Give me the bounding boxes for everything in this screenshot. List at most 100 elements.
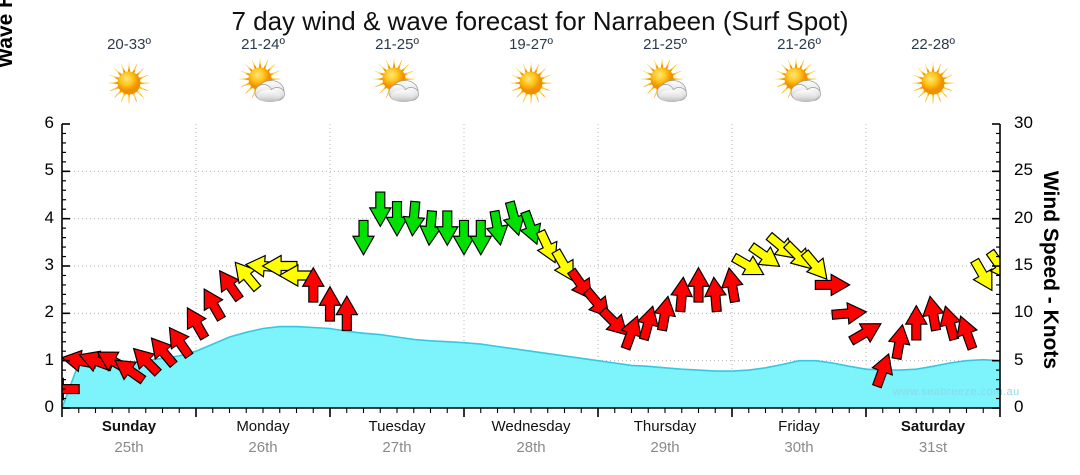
sun-cloud-icon [595, 57, 735, 109]
wind-arrow [782, 240, 812, 270]
day-date: 30th [784, 439, 814, 456]
wind-arrow [186, 306, 210, 341]
day-label-friday: Friday 30th [729, 418, 869, 456]
wind-arrow [985, 248, 1000, 282]
sun-cloud-icon [729, 57, 869, 109]
sun-icon [59, 57, 199, 109]
wind-arrow [800, 249, 828, 281]
day-temperature: 21-26º [777, 36, 821, 53]
day-date: 28th [516, 439, 546, 456]
wind-arrow [720, 266, 744, 304]
day-date: 31st [918, 439, 948, 456]
day-name: Friday [778, 418, 820, 435]
sun-icon [461, 57, 601, 109]
day-label-thursday: Thursday 29th [595, 418, 735, 456]
wave-tick-1: 1 [44, 349, 54, 369]
day-temperature: 19-27º [509, 36, 553, 53]
wind-arrow [318, 285, 342, 322]
wind-arrow [730, 252, 765, 276]
wind-arrow [368, 191, 392, 228]
day-temperature: 20-33º [107, 36, 151, 53]
day-name: Tuesday [368, 418, 426, 435]
day-name: Sunday [101, 418, 157, 435]
day-label-monday: Monday 26th [193, 418, 333, 456]
wind-arrow [636, 305, 659, 342]
sun-cloud-icon [327, 57, 467, 109]
wind-arrow [535, 228, 558, 264]
wind-arrow [582, 287, 610, 318]
wind-arrow [113, 359, 147, 385]
wind-arrow [335, 294, 359, 332]
wind-arrow [469, 219, 493, 256]
right-axis-title: Wind Speed - Knots [1039, 170, 1062, 370]
wind-arrow [132, 347, 162, 377]
day-header-monday: 21-24º [193, 36, 333, 109]
wave-tick-6: 6 [44, 113, 54, 132]
wind-arrow [848, 323, 882, 346]
wind-arrow [956, 315, 979, 351]
wave-tick-4: 4 [44, 207, 54, 227]
wind-arrow [598, 306, 628, 336]
wind-arrow [519, 209, 542, 246]
sun-icon [863, 57, 1003, 109]
day-name: Saturday [900, 418, 966, 435]
wind-tick-10: 10 [1014, 302, 1033, 322]
wind-tick-25: 25 [1014, 160, 1033, 180]
day-temperature: 21-25º [375, 36, 419, 53]
wave-tick-3: 3 [44, 255, 54, 274]
wind-arrow [351, 219, 376, 256]
wind-arrow [435, 210, 459, 247]
day-date: 25th [114, 439, 144, 456]
wind-tick-0: 0 [1014, 397, 1024, 416]
wind-arrow [871, 352, 894, 389]
wind-arrow [402, 200, 426, 237]
sun-cloud-icon [193, 57, 333, 109]
wave-tick-5: 5 [44, 160, 54, 180]
day-date: 27th [382, 439, 412, 456]
wind-arrow [703, 276, 728, 313]
day-name: Monday [236, 418, 290, 435]
day-header-sunday: 20-33º [59, 36, 199, 109]
wind-tick-30: 30 [1014, 113, 1033, 132]
wind-arrow [168, 326, 194, 360]
wind-arrow [485, 209, 509, 247]
wind-arrow [301, 266, 325, 303]
wind-arrow [831, 301, 868, 326]
plot-area [62, 124, 1000, 408]
day-label-tuesday: Tuesday 27th [327, 418, 467, 456]
day-label-saturday: Saturday 31st [863, 418, 1003, 456]
wind-arrow [970, 257, 993, 292]
wind-arrow [670, 276, 694, 313]
day-temperature: 21-25º [643, 36, 687, 53]
day-header-tuesday: 21-25º [327, 36, 467, 109]
day-label-sunday: Sunday 25th [59, 418, 199, 456]
wind-arrow [748, 242, 781, 268]
left-axis-title: Wave Height - Metres [0, 0, 18, 112]
day-date: 29th [650, 439, 680, 456]
watermark: www.seabreeze.com.au [893, 386, 1020, 398]
day-name: Wednesday [491, 418, 571, 435]
day-header-saturday: 22-28º [863, 36, 1003, 109]
wind-arrow [686, 266, 711, 303]
wind-arrow [653, 295, 677, 332]
wind-tick-15: 15 [1014, 255, 1033, 274]
day-temperature: 22-28º [911, 36, 955, 53]
chart-canvas [62, 124, 1000, 408]
wave-tick-2: 2 [44, 302, 54, 322]
wind-arrow [203, 288, 227, 322]
wave-tick-0: 0 [44, 397, 54, 416]
day-date: 26th [248, 439, 278, 456]
day-temperature: 21-24º [241, 36, 285, 53]
wind-tick-5: 5 [1014, 349, 1024, 369]
wind-arrow [921, 295, 945, 332]
day-name: Thursday [633, 418, 697, 435]
day-label-wednesday: Wednesday 28th [461, 418, 601, 456]
wind-arrow [814, 273, 851, 297]
wind-arrow [887, 323, 911, 361]
wind-tick-20: 20 [1014, 207, 1033, 227]
day-header-friday: 21-26º [729, 36, 869, 109]
day-header-wednesday: 19-27º [461, 36, 601, 109]
day-header-thursday: 21-25º [595, 36, 735, 109]
chart-title: 7 day wind & wave forecast for Narrabeen… [231, 6, 849, 36]
